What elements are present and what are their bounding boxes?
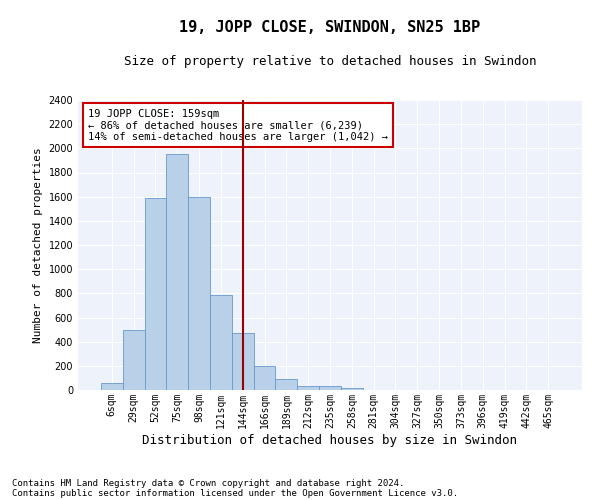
X-axis label: Distribution of detached houses by size in Swindon: Distribution of detached houses by size …	[143, 434, 517, 446]
Bar	[319, 386, 341, 390]
Text: Contains HM Land Registry data © Crown copyright and database right 2024.: Contains HM Land Registry data © Crown c…	[12, 478, 404, 488]
Bar	[341, 388, 363, 390]
Text: Size of property relative to detached houses in Swindon: Size of property relative to detached ho…	[124, 55, 536, 68]
Bar	[210, 294, 232, 390]
Bar	[254, 366, 275, 390]
Bar	[166, 154, 188, 390]
Bar	[275, 379, 297, 390]
Bar	[145, 198, 166, 390]
Bar	[101, 383, 123, 390]
Bar	[297, 386, 319, 390]
Bar	[188, 196, 210, 390]
Bar	[232, 333, 254, 390]
Text: Contains public sector information licensed under the Open Government Licence v3: Contains public sector information licen…	[12, 488, 458, 498]
Text: 19, JOPP CLOSE, SWINDON, SN25 1BP: 19, JOPP CLOSE, SWINDON, SN25 1BP	[179, 20, 481, 35]
Text: 19 JOPP CLOSE: 159sqm
← 86% of detached houses are smaller (6,239)
14% of semi-d: 19 JOPP CLOSE: 159sqm ← 86% of detached …	[88, 108, 388, 142]
Y-axis label: Number of detached properties: Number of detached properties	[33, 147, 43, 343]
Bar	[123, 330, 145, 390]
